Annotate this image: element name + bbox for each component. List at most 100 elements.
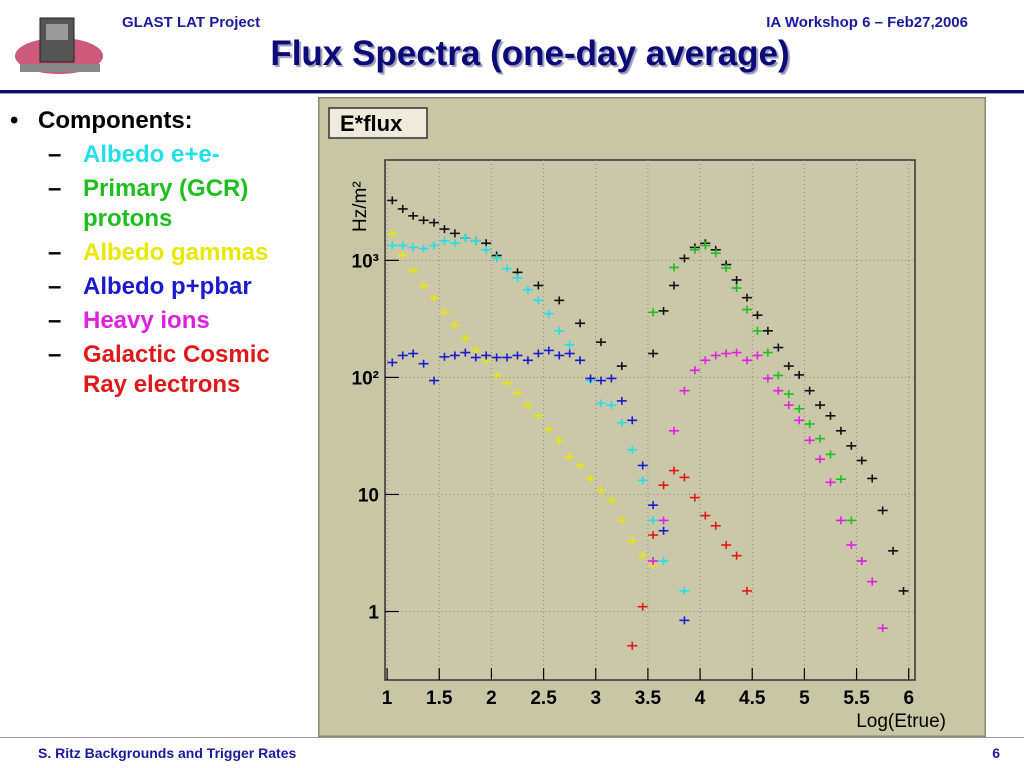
data-point (856, 557, 867, 566)
data-point (721, 541, 732, 550)
data-point (397, 251, 408, 260)
data-point (794, 370, 805, 379)
data-point (543, 346, 554, 355)
data-point (575, 461, 586, 470)
data-point (762, 374, 773, 383)
data-point (658, 516, 669, 525)
data-point (460, 234, 471, 243)
data-point (721, 264, 732, 273)
title-rule (0, 90, 1024, 93)
data-point (585, 474, 596, 483)
legend-entry: Albedo e+e- (10, 140, 310, 170)
data-point (658, 557, 669, 566)
data-point (564, 340, 575, 349)
chart: E*flux Hz/m² Log(Etrue) total 11.522.533… (318, 97, 986, 737)
data-point (387, 196, 398, 205)
data-point (418, 281, 429, 290)
data-point (700, 241, 711, 250)
data-point (731, 551, 742, 560)
data-point (835, 516, 846, 525)
data-point (502, 353, 513, 362)
data-point (648, 531, 659, 540)
x-tick-label: 4 (695, 688, 706, 709)
title-rule-shadow (0, 93, 1024, 94)
data-point (418, 359, 429, 368)
data-point (554, 436, 565, 445)
data-point (679, 586, 690, 595)
y-axis-label: Hz/m² (350, 181, 371, 232)
data-point (387, 229, 398, 238)
x-tick-label: 1.5 (426, 688, 453, 709)
header-right: IA Workshop 6 – Feb27,2006 (766, 14, 968, 31)
data-point (648, 349, 659, 358)
data-point (564, 349, 575, 358)
data-point (742, 356, 753, 365)
data-point (637, 461, 648, 470)
data-point (668, 263, 679, 272)
data-point (397, 351, 408, 360)
data-point (752, 326, 763, 335)
data-point (606, 496, 617, 505)
data-point (418, 244, 429, 253)
data-point (491, 371, 502, 380)
data-point (783, 401, 794, 410)
data-point (637, 551, 648, 560)
data-point (742, 305, 753, 314)
data-point (470, 346, 481, 355)
data-point (648, 501, 659, 510)
data-point (867, 577, 878, 586)
y-tick-label: 10² (352, 368, 379, 389)
data-point (460, 348, 471, 357)
data-point (668, 466, 679, 475)
data-point (627, 641, 638, 650)
data-point (397, 204, 408, 213)
data-point (502, 264, 513, 273)
data-point (731, 348, 742, 357)
data-point (679, 473, 690, 482)
header-left: GLAST LAT Project (122, 14, 261, 31)
data-point (522, 285, 533, 294)
data-point (762, 348, 773, 357)
data-point (658, 526, 669, 535)
data-point (449, 229, 460, 238)
data-point (731, 275, 742, 284)
data-point (595, 486, 606, 495)
data-point (429, 241, 440, 250)
data-point (742, 293, 753, 302)
data-point (564, 452, 575, 461)
x-tick-label: 5.5 (843, 688, 870, 709)
data-point (846, 441, 857, 450)
data-point (616, 516, 627, 525)
legend-entry: Heavy ions (10, 306, 310, 336)
data-point (554, 296, 565, 305)
data-point (543, 309, 554, 318)
data-point (554, 326, 565, 335)
data-point (408, 243, 419, 252)
logo (15, 17, 103, 74)
data-point (554, 351, 565, 360)
data-point (481, 351, 492, 360)
data-point (877, 506, 888, 515)
data-point (575, 356, 586, 365)
x-tick-label: 1 (382, 688, 393, 709)
data-point (846, 541, 857, 550)
slide-title: Flux Spectra (one-day average) (270, 34, 790, 73)
data-point (804, 386, 815, 395)
data-point (794, 416, 805, 425)
data-point (533, 296, 544, 305)
bullet-heading: Components: (10, 106, 310, 136)
x-tick-label: 5 (799, 688, 810, 709)
data-point (648, 516, 659, 525)
data-point (804, 419, 815, 428)
data-point (637, 476, 648, 485)
data-point (429, 376, 440, 385)
data-point (595, 338, 606, 347)
data-point (773, 371, 784, 380)
data-point (627, 445, 638, 454)
data-point (700, 356, 711, 365)
data-point (689, 366, 700, 375)
legend-entry: Primary (GCR) protons (10, 174, 310, 234)
data-point (658, 306, 669, 315)
data-point (710, 249, 721, 258)
